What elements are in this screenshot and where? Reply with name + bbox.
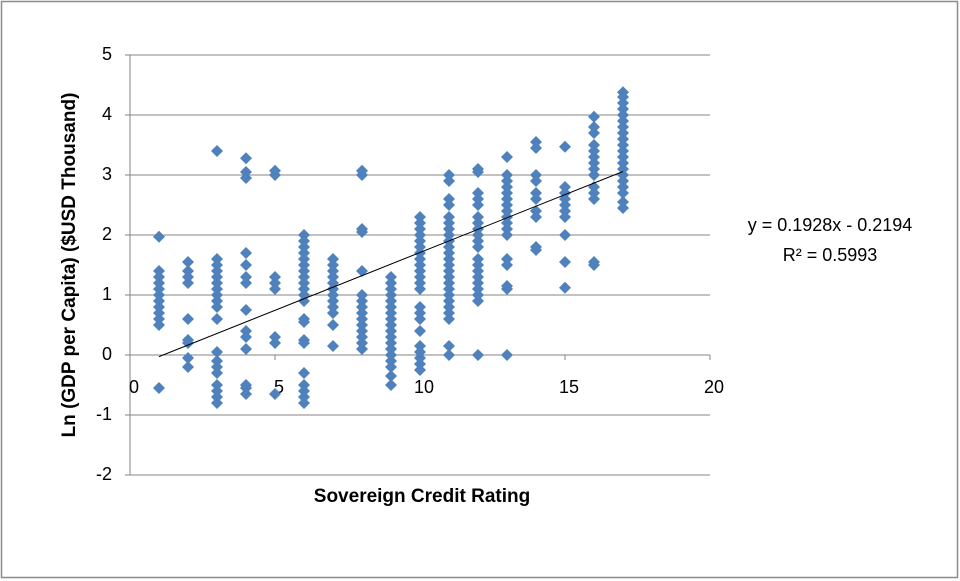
point	[530, 169, 542, 181]
point	[414, 211, 426, 223]
point	[472, 253, 484, 265]
point	[298, 379, 310, 391]
point	[211, 346, 223, 358]
point	[588, 121, 600, 133]
point	[240, 259, 252, 271]
point	[211, 145, 223, 157]
point	[211, 253, 223, 265]
point	[501, 151, 513, 163]
x-axis-label: Sovereign Credit Rating	[314, 486, 530, 507]
r-squared: R² = 0.5993	[783, 245, 878, 265]
point	[298, 334, 310, 346]
point	[501, 349, 513, 361]
point	[240, 271, 252, 283]
point	[327, 319, 339, 331]
point	[414, 301, 426, 313]
point	[269, 331, 281, 343]
y-axis-label: Ln (GDP per Capita) ($USD Thousand)	[59, 93, 80, 438]
point	[414, 340, 426, 352]
point	[240, 379, 252, 391]
point	[559, 256, 571, 268]
point	[182, 352, 194, 364]
x-tick-label: 5	[274, 377, 284, 397]
point	[298, 313, 310, 325]
point	[356, 164, 368, 177]
point	[240, 343, 252, 355]
y-tick-label: 1	[102, 284, 112, 304]
point	[588, 110, 600, 123]
point	[559, 181, 571, 193]
point	[356, 289, 368, 301]
point	[472, 211, 484, 223]
point	[443, 349, 455, 361]
point	[240, 304, 252, 316]
point	[617, 86, 629, 99]
point	[182, 361, 194, 373]
point	[356, 223, 368, 235]
point	[269, 164, 281, 177]
y-tick-label: -1	[96, 404, 112, 424]
point	[327, 253, 339, 265]
point	[559, 229, 571, 241]
point	[588, 139, 600, 151]
point	[559, 281, 571, 294]
point	[153, 230, 165, 243]
point	[211, 379, 223, 391]
x-tick-label: 0	[129, 377, 139, 397]
point	[298, 367, 310, 379]
point	[153, 382, 165, 394]
point	[385, 379, 397, 391]
x-tick-label: 20	[704, 377, 724, 397]
point	[501, 169, 513, 181]
point	[182, 265, 194, 277]
point	[443, 193, 455, 205]
point	[530, 205, 542, 217]
point	[472, 163, 484, 175]
point	[414, 325, 426, 337]
point	[182, 256, 194, 268]
point	[269, 271, 281, 283]
trendline	[158, 171, 624, 358]
point	[182, 334, 194, 346]
point	[530, 241, 542, 253]
point	[269, 388, 281, 400]
y-tick-label: 5	[102, 44, 112, 64]
point	[588, 256, 600, 268]
point	[443, 340, 455, 352]
point	[530, 136, 542, 148]
y-tick-label: 3	[102, 164, 112, 184]
point	[443, 169, 455, 181]
point	[211, 313, 223, 325]
point	[240, 325, 252, 337]
y-tick-label: -2	[96, 464, 112, 484]
point	[617, 196, 629, 208]
point	[240, 247, 252, 259]
point	[443, 211, 455, 223]
point	[182, 313, 194, 325]
point	[501, 280, 513, 292]
y-tick-label: 2	[102, 224, 112, 244]
point	[385, 370, 397, 382]
point	[385, 271, 397, 283]
point	[298, 229, 310, 241]
trend-equation: y = 0.1928x - 0.2194	[748, 215, 913, 235]
point	[559, 140, 571, 153]
x-tick-label: 10	[414, 377, 434, 397]
point	[240, 152, 252, 165]
y-tick-label: 4	[102, 104, 112, 124]
point	[153, 265, 165, 277]
point	[472, 349, 484, 361]
point	[472, 187, 484, 199]
point	[530, 187, 542, 199]
point	[501, 253, 513, 265]
point	[240, 166, 252, 178]
point	[211, 355, 223, 367]
y-tick-label: 0	[102, 344, 112, 364]
point	[327, 340, 339, 352]
x-tick-label: 15	[559, 377, 579, 397]
